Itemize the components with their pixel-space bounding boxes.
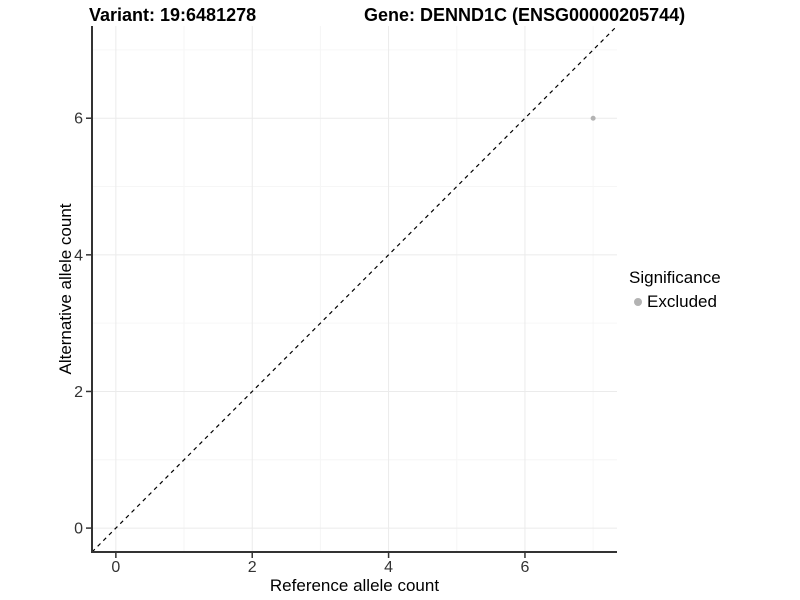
legend-title: Significance: [629, 268, 721, 287]
legend-entry: Excluded: [629, 292, 721, 312]
y-tick-label: 6: [74, 111, 83, 128]
y-tick-label: 2: [74, 384, 83, 401]
x-tick-label: 2: [248, 559, 257, 576]
x-tick-label: 6: [521, 559, 530, 576]
legend: Significance Excluded: [629, 268, 721, 312]
x-axis-title: Reference allele count: [269, 576, 440, 595]
variant-title: Variant: 19:6481278: [89, 5, 257, 25]
legend-point-icon: [634, 298, 642, 306]
legend-entries: Excluded: [629, 292, 721, 312]
identity-line: [91, 25, 618, 553]
x-tick-label: 0: [111, 559, 120, 576]
y-tick-label: 4: [74, 247, 83, 264]
y-axis-title: Alternative allele count: [56, 203, 75, 375]
x-tick-label: 4: [384, 559, 393, 576]
y-tick-label: 0: [74, 521, 83, 538]
legend-entry-label: Excluded: [647, 292, 717, 311]
data-point: [590, 115, 596, 121]
gene-title: Gene: DENND1C (ENSG00000205744): [364, 5, 686, 25]
